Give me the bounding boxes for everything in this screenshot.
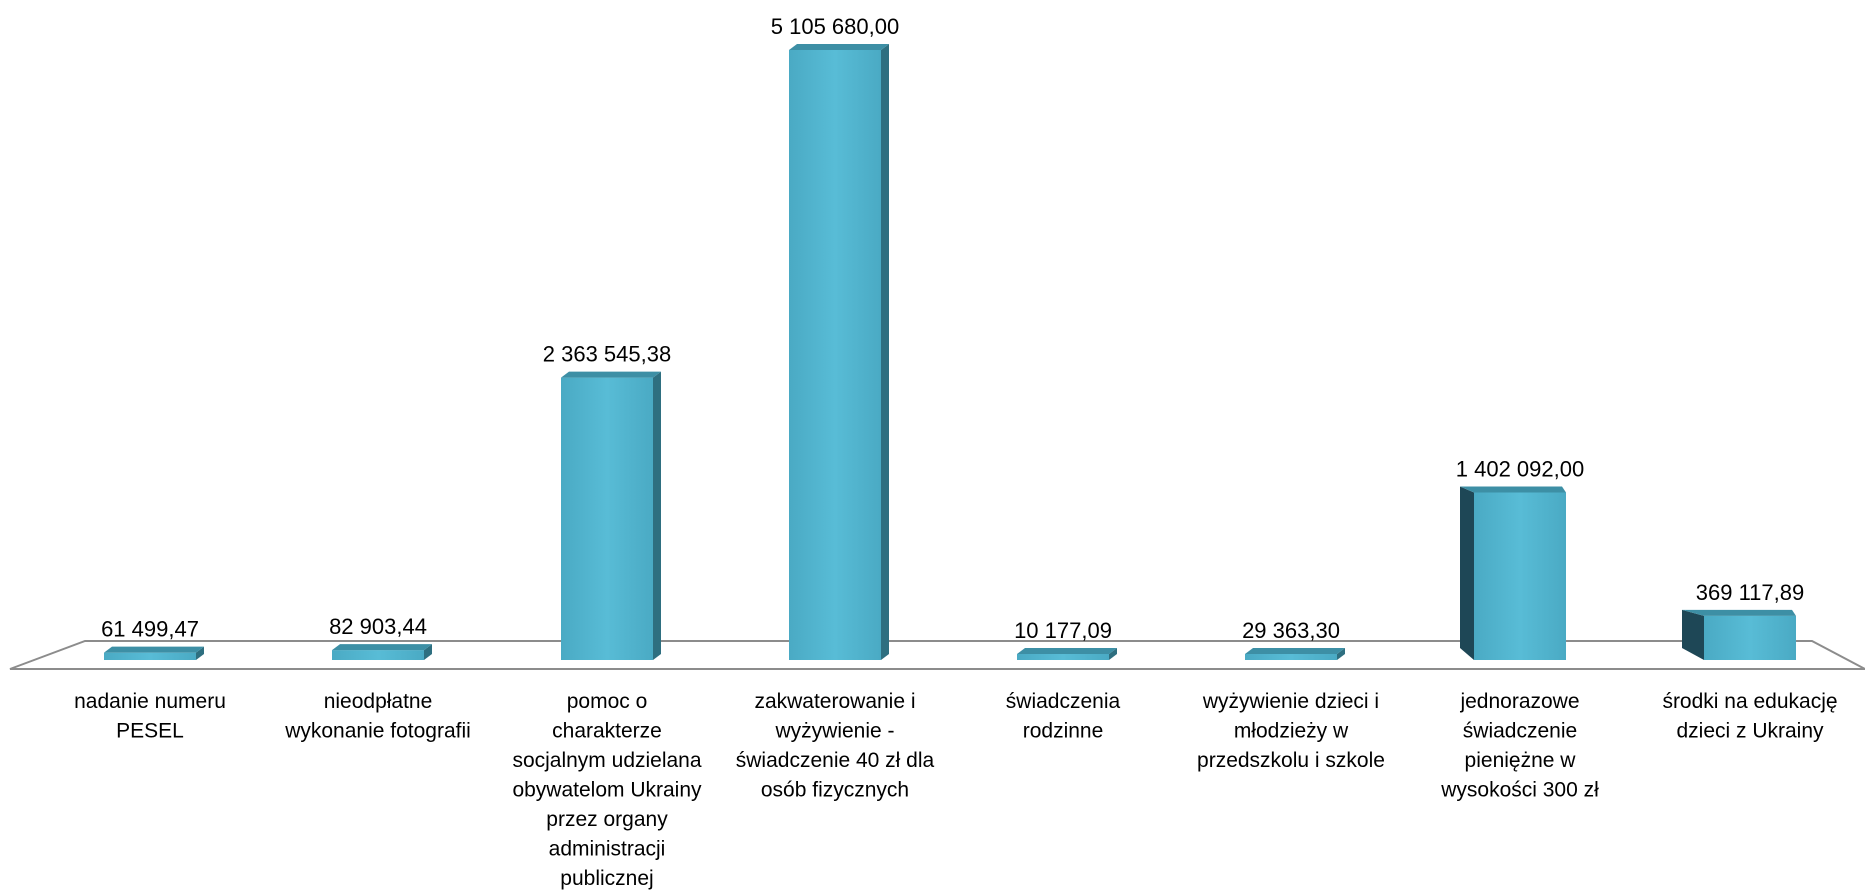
bar-side (1460, 486, 1474, 660)
category-label: jednorazowe świadczenie pieniężne w wysokoś… (1440, 690, 1599, 802)
category-label-line: wysokości 300 zł (1440, 779, 1599, 802)
category-label-line: nadanie numeru (74, 690, 226, 713)
category-label-line: świadczenia (1006, 690, 1121, 713)
category-label: nieodpłatne wykonanie fotografii (284, 690, 471, 743)
category-label: zakwaterowanie i wyżywienie - świadczenie … (736, 690, 935, 802)
category-label-line: wykonanie fotografii (284, 720, 471, 743)
category-label-line: przez organy (546, 808, 668, 831)
bar-side (424, 644, 432, 660)
category-label-line: przedszkolu i szkole (1197, 749, 1385, 772)
category-label-line: pomoc o (567, 690, 648, 713)
category-label-line: wyżywienie - (774, 720, 894, 743)
category-label-line: dzieci z Ukrainy (1676, 720, 1824, 743)
bar-front (1017, 654, 1109, 660)
value-labels-group: 61 499,47 82 903,44 2 363 545,38 5 105 680,… (101, 14, 1804, 643)
category-label-line: środki na edukację (1662, 690, 1837, 713)
bar (1682, 609, 1796, 660)
bar (1460, 486, 1566, 660)
bar-side (196, 646, 204, 660)
bar-front (561, 377, 653, 660)
bar (332, 644, 432, 660)
category-label: nadanie numeru PESEL (74, 690, 226, 743)
bar-top (1245, 648, 1345, 654)
category-label-line: zakwaterowanie i (754, 690, 915, 713)
category-label-line: publicznej (560, 867, 653, 890)
category-label: środki na edukację dzieci z Ukrainy (1662, 690, 1837, 743)
bar-top (789, 44, 889, 50)
bar (104, 646, 204, 660)
category-label-line: młodzieży w (1234, 720, 1349, 743)
category-label: świadczenia rodzinne (1006, 690, 1121, 743)
bar-front (1245, 654, 1337, 660)
bar-top (561, 371, 661, 378)
category-label-line: nieodpłatne (324, 690, 433, 713)
bars-group (104, 44, 1796, 660)
category-label-line: administracji (549, 838, 666, 861)
bar-side (1682, 609, 1704, 660)
bar (789, 44, 889, 660)
bar-front (1704, 615, 1796, 660)
bar-top (332, 644, 432, 651)
category-label-line: świadczenie 40 zł dla (736, 749, 935, 772)
value-label: 61 499,47 (101, 617, 199, 642)
bar-top (1017, 648, 1117, 654)
bar-side (881, 44, 889, 660)
value-label: 5 105 680,00 (771, 14, 899, 39)
category-label: pomoc o charakterze socjalnym udzielana oby… (512, 690, 702, 890)
category-label-line: świadczenie (1463, 720, 1577, 743)
category-label-line: socjalnym udzielana (512, 749, 701, 772)
bar-side (1109, 648, 1117, 660)
bar-top (1682, 609, 1796, 616)
category-label-line: PESEL (116, 720, 184, 743)
value-label: 10 177,09 (1014, 618, 1112, 643)
bar-front (104, 652, 196, 660)
chart-floor (9, 640, 1865, 670)
category-label: wyżywienie dzieci i młodzieży w przedszkol… (1197, 690, 1385, 772)
bar (1017, 648, 1117, 660)
bar (561, 371, 661, 660)
category-label-line: charakterze (552, 720, 662, 743)
bar-front (1474, 492, 1566, 660)
category-label-line: wyżywienie dzieci i (1202, 690, 1379, 713)
value-label: 369 117,89 (1696, 580, 1804, 605)
bar (1245, 648, 1345, 660)
bar-side (1337, 648, 1345, 660)
value-label: 82 903,44 (329, 614, 427, 639)
bar-front (789, 50, 881, 660)
value-label: 2 363 545,38 (543, 342, 671, 367)
bar-top (1460, 486, 1566, 493)
category-label-line: osób fizycznych (761, 779, 909, 802)
category-label-line: jednorazowe (1459, 690, 1579, 713)
bar-side (653, 371, 661, 660)
category-label-line: pieniężne w (1465, 749, 1577, 772)
bar-top (104, 646, 204, 653)
floor-plane (9, 640, 1865, 670)
value-label: 29 363,30 (1242, 618, 1340, 643)
bar-front (332, 650, 424, 660)
value-label: 1 402 092,00 (1456, 456, 1584, 481)
category-labels-group: nadanie numeru PESEL nieodpłatne wykonanie … (74, 690, 1837, 890)
category-label-line: obywatelom Ukrainy (512, 779, 702, 802)
category-label-line: rodzinne (1023, 720, 1104, 743)
